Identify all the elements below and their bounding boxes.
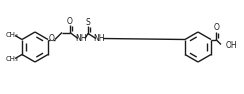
Text: NH: NH: [94, 34, 105, 43]
Text: S: S: [86, 18, 90, 27]
Text: CH₃: CH₃: [6, 56, 19, 62]
Text: CH₃: CH₃: [6, 32, 19, 38]
Text: O: O: [214, 24, 219, 33]
Text: OH: OH: [226, 41, 238, 50]
Text: O: O: [49, 34, 54, 43]
Text: NH: NH: [76, 34, 87, 43]
Text: O: O: [67, 17, 73, 26]
